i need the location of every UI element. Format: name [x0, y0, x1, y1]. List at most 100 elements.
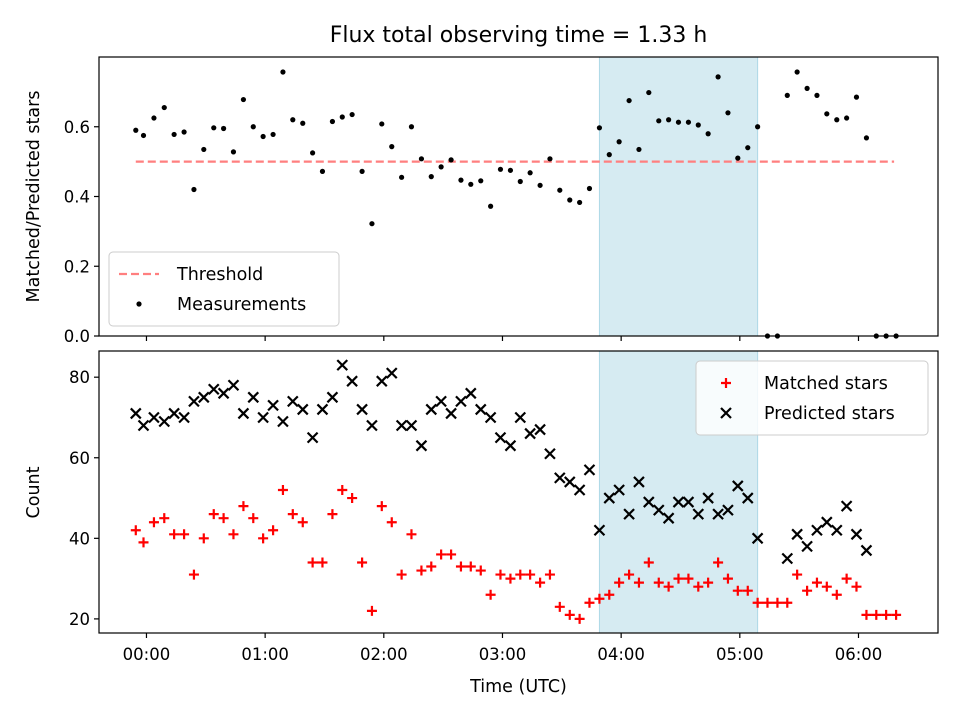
top-point: [270, 131, 276, 138]
top-point: [537, 182, 543, 188]
bottom-point: [188, 395, 200, 408]
bottom-point: [881, 609, 892, 620]
bottom-point: [653, 577, 664, 588]
top-point: [250, 124, 256, 130]
bottom-point: [484, 411, 497, 424]
bottom-point: [732, 585, 743, 596]
bottom-point: [426, 561, 437, 572]
bottom-point: [169, 529, 180, 540]
bottom-point: [811, 577, 822, 588]
top-point: [319, 168, 326, 174]
bottom-point: [811, 524, 823, 537]
bottom-point: [494, 431, 507, 444]
bottom-point: [366, 419, 378, 432]
top-panel: 0.0 0.2 0.4 0.6 Threshold Measurements: [64, 56, 939, 346]
top-point: [478, 178, 484, 184]
bottom-point: [277, 484, 288, 495]
bottom-legend: Matched stars Predicted stars: [695, 360, 929, 436]
top-point: [448, 157, 454, 163]
bottom-point: [515, 569, 526, 580]
top-point: [725, 110, 731, 116]
bottom-point: [148, 517, 159, 528]
top-point: [140, 132, 147, 139]
top-point: [715, 74, 721, 80]
bottom-point: [258, 533, 269, 544]
top-point: [133, 127, 139, 133]
bottom-point: [474, 403, 487, 416]
bottom-legend-handle: [720, 407, 732, 419]
bottom-point: [326, 391, 339, 404]
bottom-point: [317, 557, 328, 568]
bottom-legend-label: Matched stars: [764, 374, 888, 394]
bottom-point: [781, 552, 794, 565]
top-point: [666, 117, 672, 123]
top-point: [794, 69, 800, 75]
bottom-point: [860, 544, 873, 557]
bottom-point: [287, 395, 299, 408]
top-point: [290, 117, 296, 123]
bottom-point: [672, 496, 685, 508]
bottom-point: [217, 387, 230, 400]
bottom-point: [296, 403, 309, 416]
top-point: [230, 149, 237, 155]
bottom-point: [416, 565, 427, 576]
bottom-point: [159, 513, 170, 524]
top-point: [606, 152, 612, 158]
bottom-point: [751, 532, 764, 545]
top-point: [685, 119, 692, 125]
bottom-point: [693, 581, 704, 592]
bottom-point: [395, 419, 408, 432]
bottom-point: [752, 597, 763, 608]
bottom-point: [267, 399, 279, 412]
bottom-point: [385, 367, 398, 379]
bottom-point: [208, 509, 219, 520]
bottom-point: [238, 501, 249, 512]
top-y-tick-label: 0.6: [64, 118, 90, 137]
bottom-point: [455, 561, 466, 572]
bottom-point: [415, 439, 428, 452]
top-point: [507, 167, 514, 173]
bottom-point: [535, 577, 546, 588]
bottom-point: [356, 403, 368, 416]
bottom-point: [683, 573, 694, 584]
bottom-point: [287, 509, 298, 520]
bottom-point: [207, 383, 220, 396]
bottom-point: [277, 415, 289, 428]
bottom-point: [614, 577, 625, 588]
bottom-point: [791, 528, 803, 541]
bottom-point: [851, 581, 862, 592]
top-y-tick-label: 0.2: [64, 257, 90, 276]
bottom-point: [742, 585, 753, 596]
bottom-point: [583, 464, 596, 476]
bottom-point: [405, 419, 418, 432]
top-point: [527, 170, 533, 176]
bottom-point: [692, 508, 705, 520]
top-point: [389, 144, 395, 150]
top-point: [191, 186, 197, 193]
bottom-point: [840, 500, 853, 512]
bottom-legend-handle: [721, 378, 731, 388]
bottom-point: [563, 476, 576, 488]
top-point: [438, 164, 444, 170]
bottom-point: [703, 577, 714, 588]
top-point: [853, 94, 860, 100]
top-point: [804, 85, 810, 91]
top-point: [201, 146, 207, 153]
top-legend-label: Threshold: [176, 265, 263, 285]
top-point: [656, 118, 662, 124]
bottom-point: [673, 573, 684, 584]
bottom-point: [544, 569, 555, 580]
bottom-series-predicted-stars: [130, 359, 873, 565]
bottom-point: [772, 597, 783, 608]
bottom-point: [347, 493, 358, 504]
bottom-point: [633, 476, 645, 488]
bottom-point: [821, 516, 833, 528]
top-point: [863, 135, 870, 141]
bottom-point: [446, 549, 457, 560]
bottom-point: [741, 492, 754, 504]
bottom-point: [316, 403, 329, 416]
bottom-y-tick-label: 40: [69, 529, 90, 548]
bottom-point: [297, 517, 308, 528]
bottom-point: [436, 549, 447, 560]
